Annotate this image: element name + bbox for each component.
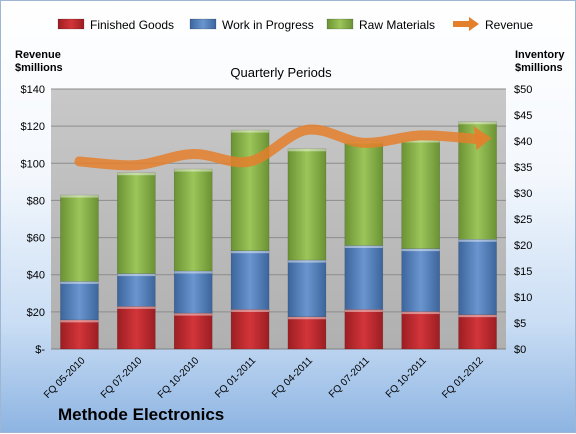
raw-materials-bar-highlight — [288, 149, 326, 152]
right-tick-label: $40 — [514, 136, 532, 148]
legend-wip-label: Work in Progress — [222, 18, 314, 32]
wip-bar-highlight — [174, 271, 212, 274]
raw-materials-bar-highlight — [174, 169, 212, 172]
right-tick-label: $25 — [514, 214, 532, 226]
raw-materials-bar — [174, 169, 212, 271]
wip-bar-highlight — [117, 274, 155, 277]
raw-materials-bar-highlight — [231, 130, 269, 133]
finished-goods-bar — [117, 306, 155, 349]
finished-goods-bar — [459, 315, 497, 349]
right-tick-label: $5 — [514, 318, 526, 330]
company-name: Methode Electronics — [58, 405, 224, 425]
x-tick-label: FQ 01-2011 — [213, 355, 258, 400]
y-axis-label-right: Inventory$millions — [515, 49, 565, 74]
right-tick-label: $0 — [514, 344, 526, 356]
finished-goods-bar — [231, 309, 269, 349]
x-tick-label: FQ 05-2010 — [42, 355, 88, 401]
legend-finished-goods-label: Finished Goods — [90, 18, 174, 32]
right-tick-label: $20 — [514, 240, 532, 252]
left-tick-label: $40 — [27, 270, 45, 282]
right-tick-label: $15 — [514, 266, 532, 278]
finished-goods-bar — [402, 312, 440, 349]
right-tick-label: $30 — [514, 188, 532, 200]
right-tick-label: $35 — [514, 162, 532, 174]
y-axis-label-left-line: Revenue — [15, 49, 61, 61]
x-tick-label: FQ 01-2012 — [440, 355, 486, 401]
finished-goods-bar — [60, 320, 98, 349]
wip-bar — [174, 271, 212, 313]
wip-bar-highlight — [288, 260, 326, 263]
legend-raw-materials-label: Raw Materials — [359, 18, 435, 32]
x-tick-label: FQ 10-2011 — [384, 355, 429, 400]
finished-goods-bar — [174, 313, 212, 349]
y-axis-label-right-line: Inventory — [515, 49, 565, 61]
legend-revenue-arrow — [469, 17, 479, 31]
left-tick-label: $100 — [21, 158, 45, 170]
x-tick-label: FQ 04-2011 — [270, 355, 315, 400]
finished-goods-bar-highlight — [231, 309, 269, 312]
legend: Finished Goods Work in Progress Raw Materi… — [58, 17, 533, 32]
finished-goods-bar — [345, 309, 383, 349]
right-tick-label: $45 — [514, 110, 532, 122]
chart-title: Quarterly Periods — [230, 65, 332, 80]
legend-finished-goods-swatch — [58, 19, 84, 29]
raw-materials-bar — [231, 130, 269, 251]
x-tick-label: FQ 07-2011 — [327, 355, 372, 400]
legend-raw-materials-swatch — [327, 19, 353, 29]
legend-revenue-label: Revenue — [485, 18, 533, 32]
finished-goods-bar-highlight — [402, 312, 440, 315]
raw-materials-bar — [345, 141, 383, 246]
right-tick-label: $50 — [514, 84, 532, 96]
left-axis-ticks: $- $20 $40 $60 $80 $100 $120 $140 — [21, 84, 46, 356]
finished-goods-bar — [288, 317, 326, 349]
raw-materials-bar-highlight — [459, 122, 497, 125]
left-tick-label: $60 — [27, 233, 45, 245]
raw-materials-bar-highlight — [60, 195, 98, 198]
finished-goods-bar-highlight — [174, 313, 212, 316]
y-axis-label-left-line: $millions — [15, 62, 63, 74]
finished-goods-bar-highlight — [60, 320, 98, 323]
legend-wip-swatch — [190, 19, 216, 29]
wip-bar — [288, 260, 326, 317]
wip-bar — [60, 281, 98, 319]
wip-bar — [459, 239, 497, 314]
raw-materials-bar-highlight — [117, 173, 155, 176]
wip-bar-highlight — [459, 239, 497, 242]
left-tick-label: $80 — [27, 195, 45, 207]
wip-bar-highlight — [402, 249, 440, 252]
wip-bar — [117, 274, 155, 307]
x-tick-label: FQ 10-2010 — [156, 355, 202, 401]
raw-materials-bar — [288, 149, 326, 260]
finished-goods-bar-highlight — [288, 317, 326, 320]
wip-bar-highlight — [60, 281, 98, 284]
left-tick-label: $120 — [21, 121, 45, 133]
raw-materials-bar — [402, 140, 440, 249]
right-axis-ticks: $0 $5 $10 $15 $20 $25 $30 $35 $40 $45 $50 — [514, 84, 532, 356]
finished-goods-bar-highlight — [345, 309, 383, 312]
finished-goods-bar-highlight — [117, 306, 155, 309]
y-axis-label-left: Revenue$millions — [15, 49, 63, 74]
wip-bar — [345, 246, 383, 310]
y-axis-label-right-line: $millions — [515, 62, 563, 74]
wip-bar-highlight — [345, 246, 383, 249]
wip-bar — [231, 251, 269, 310]
raw-materials-bar — [117, 173, 155, 274]
left-tick-label: $20 — [27, 307, 45, 319]
x-tick-label: FQ 07-2010 — [99, 355, 145, 401]
wip-bar — [402, 249, 440, 312]
finished-goods-bar-highlight — [459, 315, 497, 318]
left-tick-label: $- — [35, 344, 45, 356]
right-tick-label: $10 — [514, 292, 532, 304]
raw-materials-bar — [60, 195, 98, 281]
left-tick-label: $140 — [21, 84, 45, 96]
wip-bar-highlight — [231, 251, 269, 254]
